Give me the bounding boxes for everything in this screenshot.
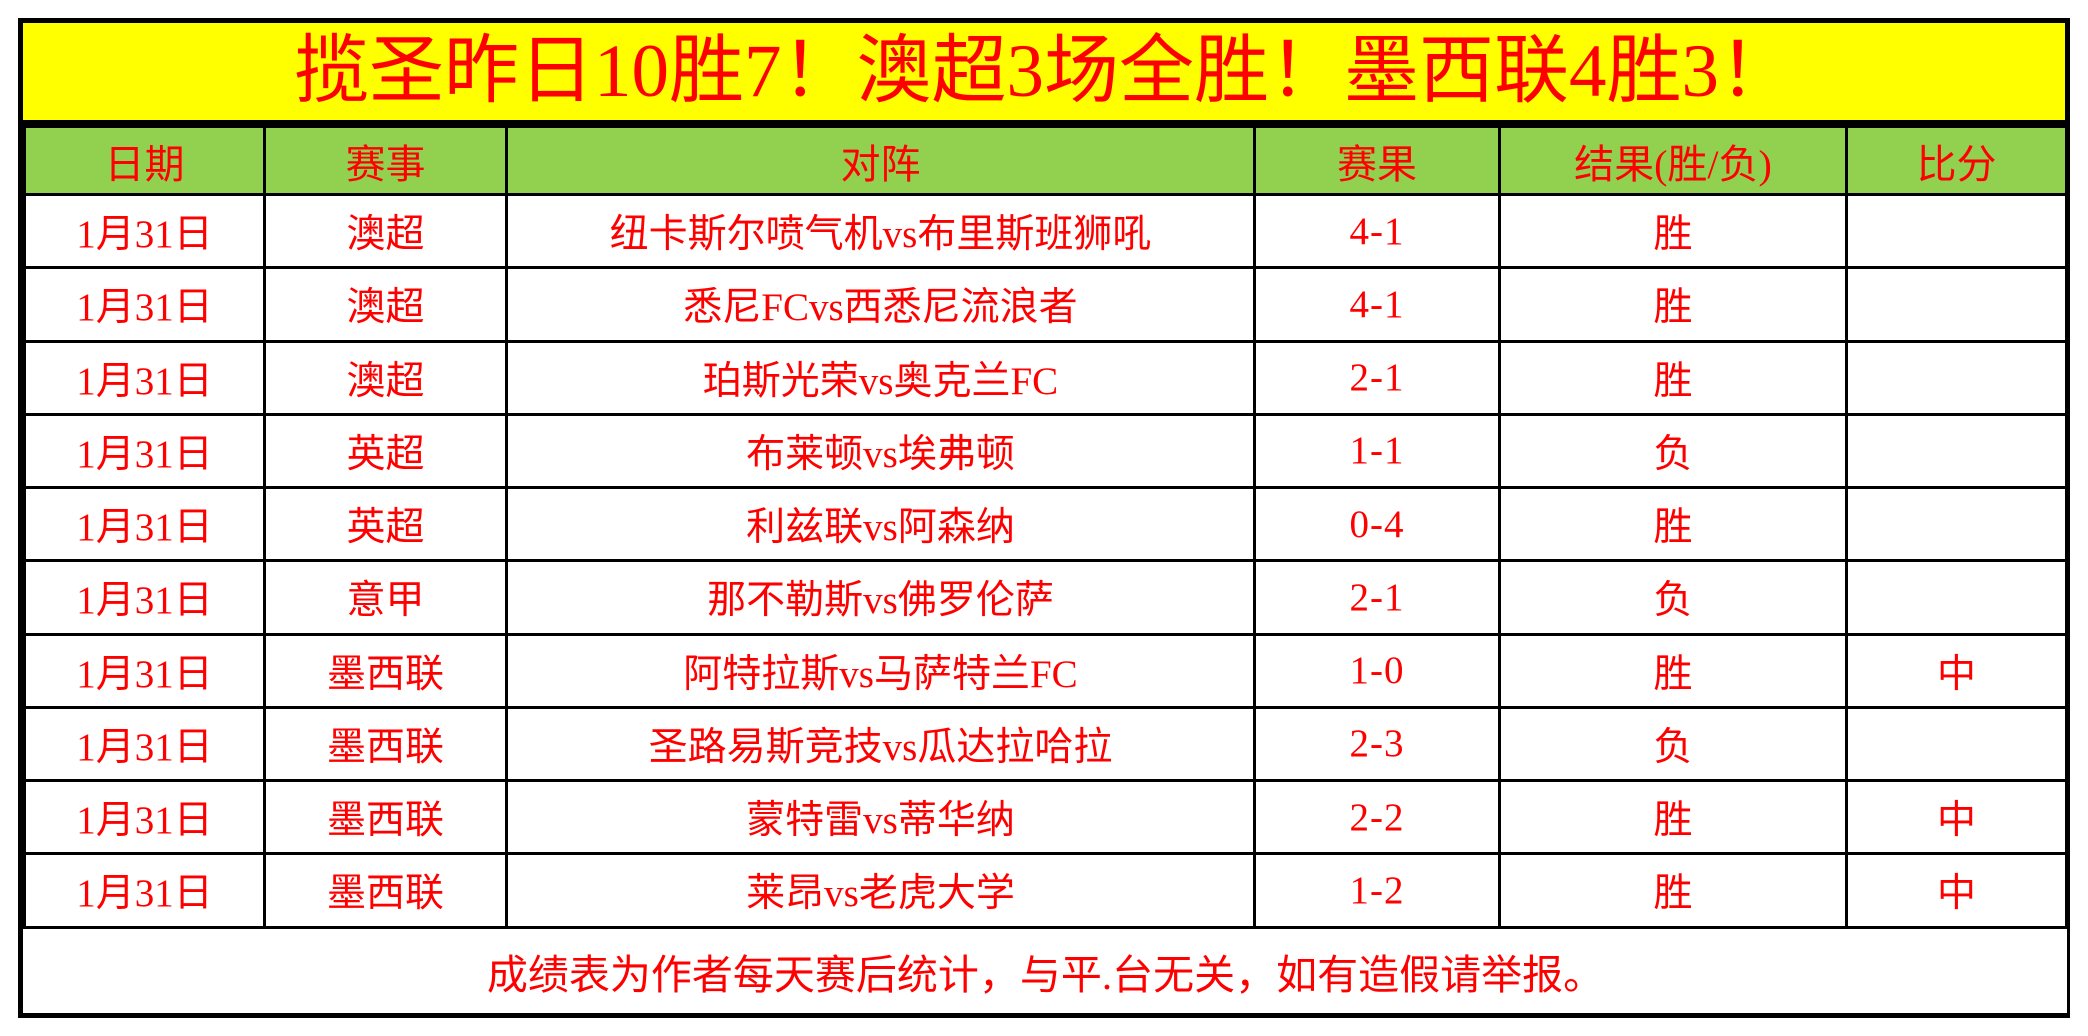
column-header-league[interactable]: 赛事 (263, 125, 508, 196)
table-row[interactable]: 1月31日 墨西联 阿特拉斯vs马萨特兰FC 1-0 胜中 (23, 632, 2068, 709)
cell-date: 1月31日 (23, 705, 266, 783)
cell-bifen (1845, 705, 2068, 783)
table-row[interactable]: 1月31日 墨西联 莱昂vs老虎大学 1-2 胜中 (23, 852, 2068, 929)
column-header-date[interactable]: 日期 (23, 125, 266, 196)
banner-title: 揽圣昨日10胜7！澳超3场全胜！墨西联4胜3！ (293, 30, 1794, 113)
table-head: 日期 赛事 对阵 赛果 结果(胜/负) 比分 (23, 125, 2068, 196)
cell-date: 1月31日 (23, 485, 266, 563)
cell-league: 墨西联 (263, 705, 508, 783)
column-header-bifen[interactable]: 比分 (1845, 125, 2068, 196)
table-row[interactable]: 1月31日 英超 布莱顿vs埃弗顿 1-1 负 (23, 412, 2068, 490)
cell-bifen: 中 (1845, 778, 2068, 856)
cell-league: 英超 (263, 485, 508, 563)
cell-league: 墨西联 (263, 852, 508, 929)
table-row[interactable]: 1月31日 澳超 纽卡斯尔喷气机vs布里斯班狮吼 4-1 胜 (23, 192, 2068, 270)
cell-date: 1月31日 (23, 632, 266, 709)
cell-result-win: 胜 (1498, 778, 1848, 856)
cell-score: 1-2 (1253, 852, 1501, 929)
cell-match: 莱昂vs老虎大学 (505, 852, 1256, 929)
table-foot: 成绩表为作者每天赛后统计，与平.台无关，如有造假请举报。 (24, 925, 2067, 1013)
cell-result-win: 胜 (1498, 192, 1848, 270)
column-header-match[interactable]: 对阵 (505, 125, 1256, 196)
column-header-score[interactable]: 赛果 (1253, 125, 1501, 196)
cell-score: 1-0 (1253, 632, 1501, 709)
cell-date: 1月31日 (23, 192, 266, 270)
table-body: 1月31日 澳超 纽卡斯尔喷气机vs布里斯班狮吼 4-1 胜 1月31日 澳超 悉尼FCvs西… (23, 192, 2068, 929)
cell-league: 墨西联 (263, 632, 508, 709)
cell-result-win: 胜 (1498, 266, 1848, 343)
footer-note: 成绩表为作者每天赛后统计，与平.台无关，如有造假请举报。 (24, 925, 2067, 1013)
cell-result-win: 胜 (1498, 632, 1848, 709)
cell-score: 1-1 (1253, 412, 1501, 490)
cell-match: 珀斯光荣vs奥克兰FC (505, 339, 1256, 416)
cell-league: 澳超 (263, 266, 508, 343)
table-row[interactable]: 1月31日 澳超 珀斯光荣vs奥克兰FC 2-1 胜 (23, 339, 2068, 416)
cell-result-loss: 负 (1498, 705, 1848, 783)
sheet-frame: 揽圣昨日10胜7！澳超3场全胜！墨西联4胜3！ 日期 赛事 对阵 赛果 结果(胜… (18, 18, 2070, 1018)
cell-league: 英超 (263, 412, 508, 490)
table-row[interactable]: 1月31日 澳超 悉尼FCvs西悉尼流浪者 4-1 胜 (23, 266, 2068, 343)
cell-league: 澳超 (263, 339, 508, 416)
results-table: 日期 赛事 对阵 赛果 结果(胜/负) 比分 1月31日 澳超 纽卡斯尔喷气机vs布… (23, 125, 2068, 1013)
cell-match: 阿特拉斯vs马萨特兰FC (505, 632, 1256, 709)
cell-bifen (1845, 266, 2068, 343)
cell-match: 蒙特雷vs蒂华纳 (505, 778, 1256, 856)
cell-date: 1月31日 (23, 266, 266, 343)
table-row[interactable]: 1月31日 墨西联 圣路易斯竞技vs瓜达拉哈拉 2-3 负 (23, 705, 2068, 783)
cell-bifen (1845, 485, 2068, 563)
cell-bifen (1845, 192, 2068, 270)
cell-result-win: 胜 (1498, 852, 1848, 929)
cell-score: 4-1 (1253, 192, 1501, 270)
cell-result-win: 胜 (1498, 485, 1848, 563)
cell-score: 2-1 (1253, 559, 1501, 636)
table-row[interactable]: 1月31日 墨西联 蒙特雷vs蒂华纳 2-2 胜中 (23, 778, 2068, 856)
column-header-result[interactable]: 结果(胜/负) (1498, 125, 1848, 196)
cell-bifen (1845, 559, 2068, 636)
cell-date: 1月31日 (23, 852, 266, 929)
cell-result-win: 胜 (1498, 339, 1848, 416)
cell-date: 1月31日 (23, 412, 266, 490)
cell-date: 1月31日 (23, 339, 266, 416)
cell-result-loss: 负 (1498, 559, 1848, 636)
cell-score: 2-2 (1253, 778, 1501, 856)
cell-result-loss: 负 (1498, 412, 1848, 490)
table-row[interactable]: 1月31日 意甲 那不勒斯vs佛罗伦萨 2-1 负 (23, 559, 2068, 636)
cell-bifen (1845, 339, 2068, 416)
cell-bifen: 中 (1845, 632, 2068, 709)
cell-match: 布莱顿vs埃弗顿 (505, 412, 1256, 490)
cell-score: 0-4 (1253, 485, 1501, 563)
cell-league: 意甲 (263, 559, 508, 636)
cell-date: 1月31日 (23, 778, 266, 856)
cell-match: 纽卡斯尔喷气机vs布里斯班狮吼 (505, 192, 1256, 270)
cell-score: 2-3 (1253, 705, 1501, 783)
cell-league: 澳超 (263, 192, 508, 270)
cell-date: 1月31日 (23, 559, 266, 636)
cell-match: 悉尼FCvs西悉尼流浪者 (505, 266, 1256, 343)
cell-match: 那不勒斯vs佛罗伦萨 (505, 559, 1256, 636)
cell-match: 圣路易斯竞技vs瓜达拉哈拉 (505, 705, 1256, 783)
cell-bifen (1845, 412, 2068, 490)
cell-bifen: 中 (1845, 852, 2068, 929)
banner: 揽圣昨日10胜7！澳超3场全胜！墨西联4胜3！ (23, 23, 2065, 125)
cell-league: 墨西联 (263, 778, 508, 856)
cell-match: 利兹联vs阿森纳 (505, 485, 1256, 563)
table-row[interactable]: 1月31日 英超 利兹联vs阿森纳 0-4 胜 (23, 485, 2068, 563)
footer-row: 成绩表为作者每天赛后统计，与平.台无关，如有造假请举报。 (24, 925, 2067, 1013)
cell-score: 4-1 (1253, 266, 1501, 343)
table-header-row: 日期 赛事 对阵 赛果 结果(胜/负) 比分 (23, 125, 2068, 196)
cell-score: 2-1 (1253, 339, 1501, 416)
